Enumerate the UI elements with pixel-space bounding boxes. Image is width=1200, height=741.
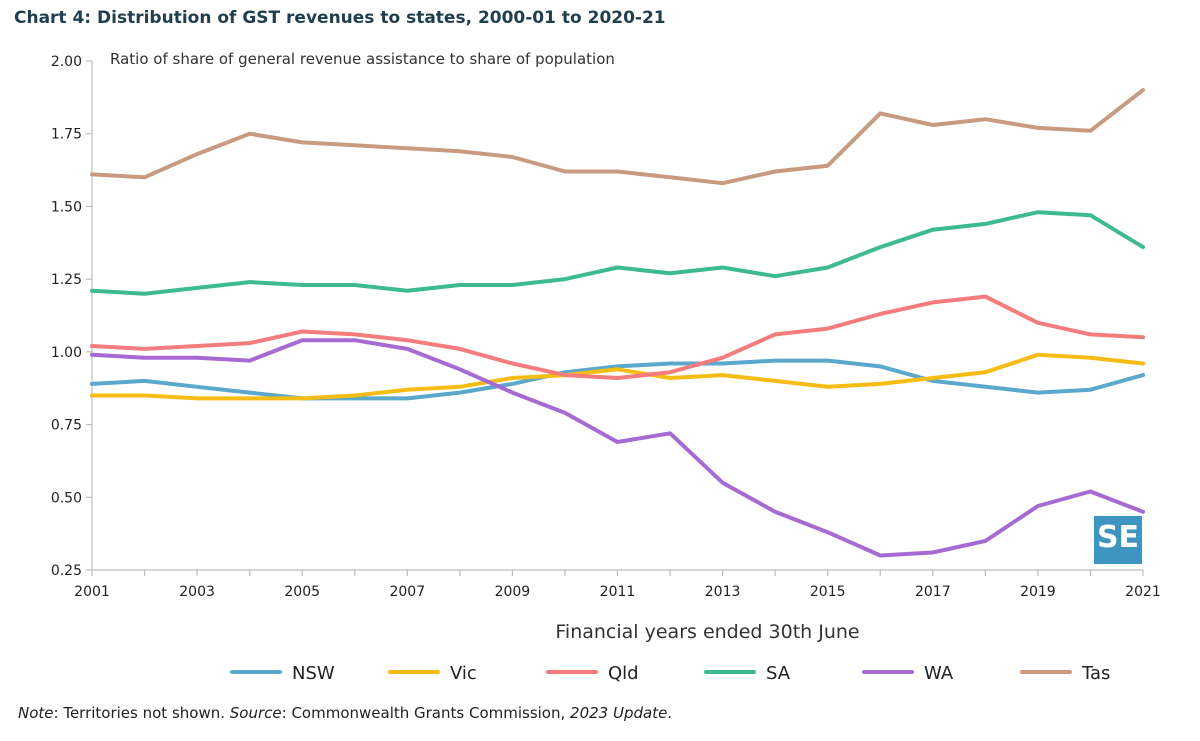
source-text: : Commonwealth Grants Commission,: [281, 704, 571, 722]
chart-axes: 0.25 0.50 0.75 1.00 1.25 1.50 1.75 2.00 2001 2003…: [51, 50, 1161, 643]
y-tick-label: 1.00: [51, 345, 82, 361]
chart-title: Chart 4: Distribution of GST revenues to…: [14, 8, 666, 28]
x-tick-label: 2009: [495, 584, 531, 600]
x-tick-label: 2015: [810, 584, 846, 600]
x-tick-label: 2007: [389, 584, 425, 600]
note-label: Note: [18, 704, 54, 722]
note-text: : Territories not shown.: [53, 704, 230, 722]
legend: NSW Vic Qld SA WA Tas: [230, 663, 1110, 684]
source-label: Source: [229, 704, 282, 722]
x-tick-label: 2005: [284, 584, 320, 600]
footnote: Note: Territories not shown. Source: Com…: [18, 704, 672, 722]
series-line-qld: [90, 294, 1145, 380]
series-group: [90, 88, 1145, 558]
series-line-sa: [90, 210, 1145, 296]
x-tick-label: 2003: [179, 584, 215, 600]
source-title: 2023 Update: [570, 704, 668, 722]
legend-label-wa: WA: [924, 663, 954, 684]
x-tick-label: 2001: [74, 584, 110, 600]
legend-label-nsw: NSW: [292, 663, 335, 684]
series-line-vic: [90, 352, 1145, 401]
y-tick-label: 2.00: [51, 54, 82, 70]
series-line-wa: [90, 338, 1145, 558]
chart-subtitle: Ratio of share of general revenue assist…: [110, 50, 615, 68]
y-tick-label: 1.25: [51, 272, 82, 288]
legend-label-sa: SA: [766, 663, 791, 684]
series-line-nsw: [90, 358, 1145, 401]
legend-label-vic: Vic: [450, 663, 477, 684]
x-tick-label: 2017: [915, 584, 951, 600]
se-logo-icon: SE: [1094, 516, 1142, 564]
x-tick-label: 2011: [600, 584, 636, 600]
x-axis-label: Financial years ended 30th June: [555, 621, 859, 643]
y-tick-label: 0.25: [51, 563, 82, 579]
y-tick-label: 1.50: [51, 199, 82, 215]
series-line-tas: [90, 88, 1145, 186]
y-tick-label: 0.75: [51, 418, 82, 434]
y-tick-label: 0.50: [51, 490, 82, 506]
x-tick-label: 2019: [1020, 584, 1056, 600]
note-end: .: [667, 704, 673, 722]
legend-label-qld: Qld: [608, 663, 639, 684]
y-tick-label: 1.75: [51, 127, 82, 143]
x-tick-label: 2013: [705, 584, 741, 600]
legend-label-tas: Tas: [1081, 663, 1110, 684]
x-tick-label: 2021: [1125, 584, 1161, 600]
